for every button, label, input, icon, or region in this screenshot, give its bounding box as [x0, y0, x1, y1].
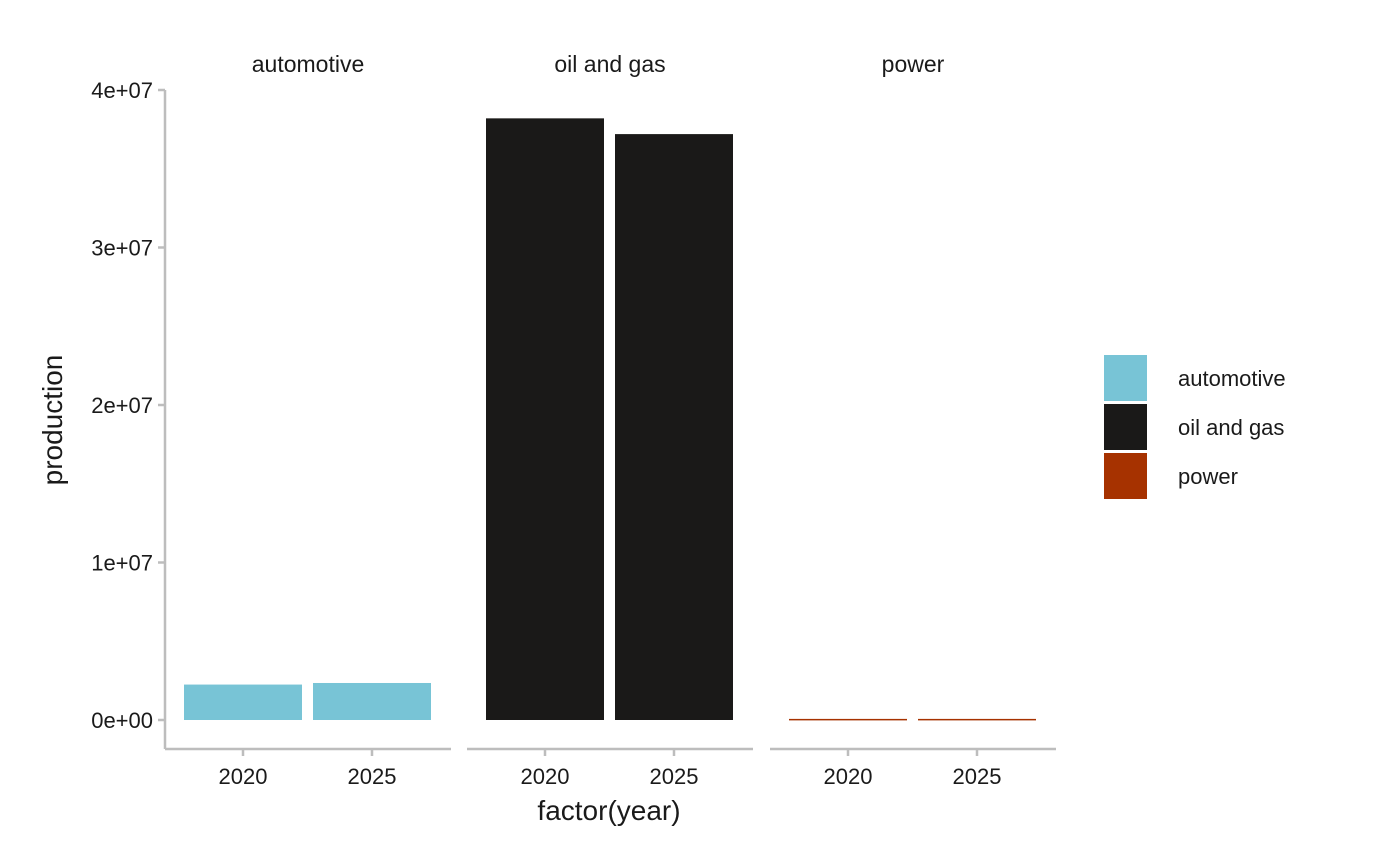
x-tick-label: 2025 — [953, 764, 1002, 789]
facet-strip-label: automotive — [252, 51, 365, 77]
x-tick-label: 2020 — [219, 764, 268, 789]
bar — [486, 118, 604, 721]
bar — [789, 718, 907, 721]
x-tick-label: 2020 — [824, 764, 873, 789]
bar — [615, 134, 733, 721]
y-tick-label: 2e+07 — [91, 393, 153, 418]
legend-label: automotive — [1178, 366, 1286, 391]
legend-key — [1104, 453, 1147, 499]
legend: automotive oil and gas power — [1104, 355, 1286, 499]
facet-panel: automotive 2020 2025 — [165, 51, 451, 789]
y-tick-label: 0e+00 — [91, 708, 153, 733]
bar — [918, 718, 1036, 721]
legend-label: oil and gas — [1178, 415, 1284, 440]
x-tick-label: 2025 — [650, 764, 699, 789]
legend-key — [1104, 404, 1147, 450]
x-tick-label: 2025 — [348, 764, 397, 789]
x-tick-label: 2020 — [521, 764, 570, 789]
y-axis: 0e+00 1e+07 2e+07 3e+07 4e+07 — [91, 78, 167, 749]
bar — [313, 682, 431, 720]
legend-key — [1104, 355, 1147, 401]
facet-panel: power 2020 2025 — [770, 51, 1056, 789]
bar — [184, 684, 302, 720]
facet-strip-label: oil and gas — [554, 51, 665, 77]
y-tick-label: 3e+07 — [91, 236, 153, 261]
x-axis-title: factor(year) — [537, 795, 680, 826]
y-tick-label: 1e+07 — [91, 551, 153, 576]
legend-label: power — [1178, 464, 1238, 489]
y-tick-label: 4e+07 — [91, 78, 153, 103]
facet-panel: oil and gas 2020 2025 — [467, 51, 753, 789]
y-axis-title: production — [37, 355, 68, 486]
facet-strip-label: power — [882, 51, 945, 77]
